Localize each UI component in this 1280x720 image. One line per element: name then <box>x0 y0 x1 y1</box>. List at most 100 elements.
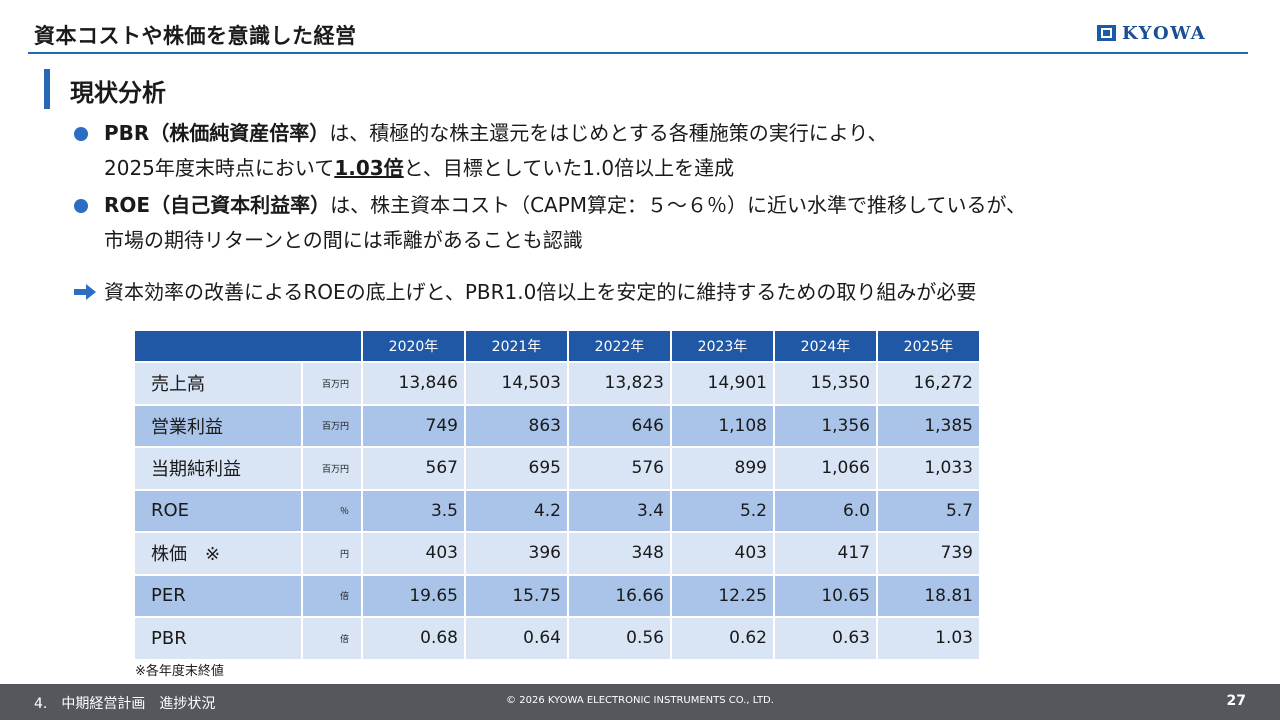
table-cell: 3.4 <box>567 488 672 533</box>
bullet-text: は、積極的な株主還元をはじめとする各種施策の実行により、 <box>329 121 888 145</box>
table-cell: 863 <box>464 403 569 448</box>
slide-title: 資本コストや株価を意識した経営 <box>34 24 357 48</box>
year-header: 2023年 <box>670 329 775 363</box>
table-cell: 567 <box>361 446 466 491</box>
table-cell: 5.2 <box>670 488 775 533</box>
table-cell: 749 <box>361 403 466 448</box>
table-cell: 0.63 <box>773 616 878 661</box>
table-cell: 4.2 <box>464 488 569 533</box>
table-header-row: 2020年 2021年 2022年 2023年 2024年 2025年 <box>133 329 981 363</box>
table-cell: 403 <box>361 531 466 576</box>
row-unit: 百万円 <box>301 361 363 406</box>
table-cell: 1,356 <box>773 403 878 448</box>
table-cell: 18.81 <box>876 573 981 618</box>
table-cell: 16,272 <box>876 361 981 406</box>
table-cell: 695 <box>464 446 569 491</box>
row-label: PER <box>133 573 303 618</box>
header-divider <box>28 52 1248 54</box>
row-unit: 百万円 <box>301 403 363 448</box>
year-header: 2022年 <box>567 329 672 363</box>
row-label: PBR <box>133 616 303 661</box>
table-cell: 12.25 <box>670 573 775 618</box>
row-unit: 倍 <box>301 573 363 618</box>
bullet-term: PBR <box>104 121 150 145</box>
table-corner-cell <box>133 329 363 363</box>
table-cell: 1,108 <box>670 403 775 448</box>
table-cell: 16.66 <box>567 573 672 618</box>
table-cell: 417 <box>773 531 878 576</box>
year-header: 2024年 <box>773 329 878 363</box>
year-header: 2025年 <box>876 329 981 363</box>
year-header: 2020年 <box>361 329 466 363</box>
bullet-term-paren: （株価純資産倍率） <box>149 121 330 145</box>
table-cell: 1,033 <box>876 446 981 491</box>
kyowa-logo-icon <box>1097 25 1116 41</box>
table-cell: 0.56 <box>567 616 672 661</box>
row-unit: ％ <box>301 488 363 533</box>
bullet-roe: ROE（自己資本利益率）は、株主資本コスト（CAPM算定：５～６％）に近い水準で… <box>74 188 1234 258</box>
bullet-roe-line1: ROE（自己資本利益率）は、株主資本コスト（CAPM算定：５～６％）に近い水準で… <box>74 188 1234 223</box>
row-label: ROE <box>133 488 303 533</box>
table-cell: 1.03 <box>876 616 981 661</box>
row-label: 株価 ※ <box>133 531 303 576</box>
table-row-share-price: 株価 ※ 円 403 396 348 403 417 739 <box>133 531 981 576</box>
table-cell: 19.65 <box>361 573 466 618</box>
financial-table: 2020年 2021年 2022年 2023年 2024年 2025年 売上高 … <box>133 329 981 661</box>
table-cell: 0.68 <box>361 616 466 661</box>
table-cell: 899 <box>670 446 775 491</box>
table-footnote: ※各年度末終値 <box>135 664 224 679</box>
table-row-pbr: PBR 倍 0.68 0.64 0.56 0.62 0.63 1.03 <box>133 616 981 661</box>
logo-text: KYOWA <box>1122 22 1207 44</box>
table-cell: 0.62 <box>670 616 775 661</box>
row-label: 営業利益 <box>133 403 303 448</box>
bullet-dot-icon <box>74 127 88 141</box>
table-cell: 1,385 <box>876 403 981 448</box>
bullet-pbr-line2: 2025年度末時点において1.03倍と、目標としていた1.0倍以上を達成 <box>74 151 1234 186</box>
bullet-text: と、目標としていた1.0倍以上を達成 <box>403 156 735 180</box>
section-title: 現状分析 <box>70 79 166 107</box>
section-accent-bar <box>44 69 50 109</box>
table-cell: 14,503 <box>464 361 569 406</box>
pbr-highlight-value: 1.03倍 <box>334 156 404 180</box>
table-cell: 3.5 <box>361 488 466 533</box>
footer-bar: 4. 中期経営計画 進捗状況 © 2026 KYOWA ELECTRONIC I… <box>0 684 1280 720</box>
page-number: 27 <box>1226 693 1246 709</box>
bullet-term-paren: （自己資本利益率） <box>150 193 331 217</box>
bullet-text: は、株主資本コスト（CAPM算定：５～６％）に近い水準で推移しているが、 <box>330 193 1027 217</box>
conclusion: 資本効率の改善によるROEの底上げと、PBR1.0倍以上を安定的に維持するための… <box>74 276 976 308</box>
table-cell: 14,901 <box>670 361 775 406</box>
table-cell: 13,823 <box>567 361 672 406</box>
table-cell: 403 <box>670 531 775 576</box>
table-cell: 348 <box>567 531 672 576</box>
row-unit: 倍 <box>301 616 363 661</box>
bullet-dot-icon <box>74 199 88 213</box>
table-cell: 13,846 <box>361 361 466 406</box>
table-row-net-income: 当期純利益 百万円 567 695 576 899 1,066 1,033 <box>133 446 981 491</box>
table-cell: 0.64 <box>464 616 569 661</box>
table-row-per: PER 倍 19.65 15.75 16.66 12.25 10.65 18.8… <box>133 573 981 618</box>
table-cell: 1,066 <box>773 446 878 491</box>
bullet-pbr: PBR（株価純資産倍率）は、積極的な株主還元をはじめとする各種施策の実行により、… <box>74 116 1234 186</box>
bullet-roe-line2: 市場の期待リターンとの間には乖離があることも認識 <box>104 228 583 252</box>
footer-copyright: © 2026 KYOWA ELECTRONIC INSTRUMENTS CO.,… <box>506 695 774 706</box>
table-cell: 396 <box>464 531 569 576</box>
table-row-roe: ROE ％ 3.5 4.2 3.4 5.2 6.0 5.7 <box>133 488 981 533</box>
bullet-pbr-line1: PBR（株価純資産倍率）は、積極的な株主還元をはじめとする各種施策の実行により、 <box>74 116 1234 151</box>
table-cell: 646 <box>567 403 672 448</box>
bullet-term: ROE <box>104 193 151 217</box>
table-cell: 5.7 <box>876 488 981 533</box>
conclusion-text: 資本効率の改善によるROEの底上げと、PBR1.0倍以上を安定的に維持するための… <box>104 280 977 304</box>
table-cell: 10.65 <box>773 573 878 618</box>
table-cell: 6.0 <box>773 488 878 533</box>
table-cell: 15.75 <box>464 573 569 618</box>
table-cell: 739 <box>876 531 981 576</box>
year-header: 2021年 <box>464 329 569 363</box>
row-label: 当期純利益 <box>133 446 303 491</box>
footer-section-label: 4. 中期経営計画 進捗状況 <box>34 696 216 712</box>
row-unit: 円 <box>301 531 363 576</box>
right-arrow-icon <box>74 284 96 300</box>
table-row-sales: 売上高 百万円 13,846 14,503 13,823 14,901 15,3… <box>133 361 981 406</box>
row-unit: 百万円 <box>301 446 363 491</box>
table-cell: 15,350 <box>773 361 878 406</box>
table-cell: 576 <box>567 446 672 491</box>
